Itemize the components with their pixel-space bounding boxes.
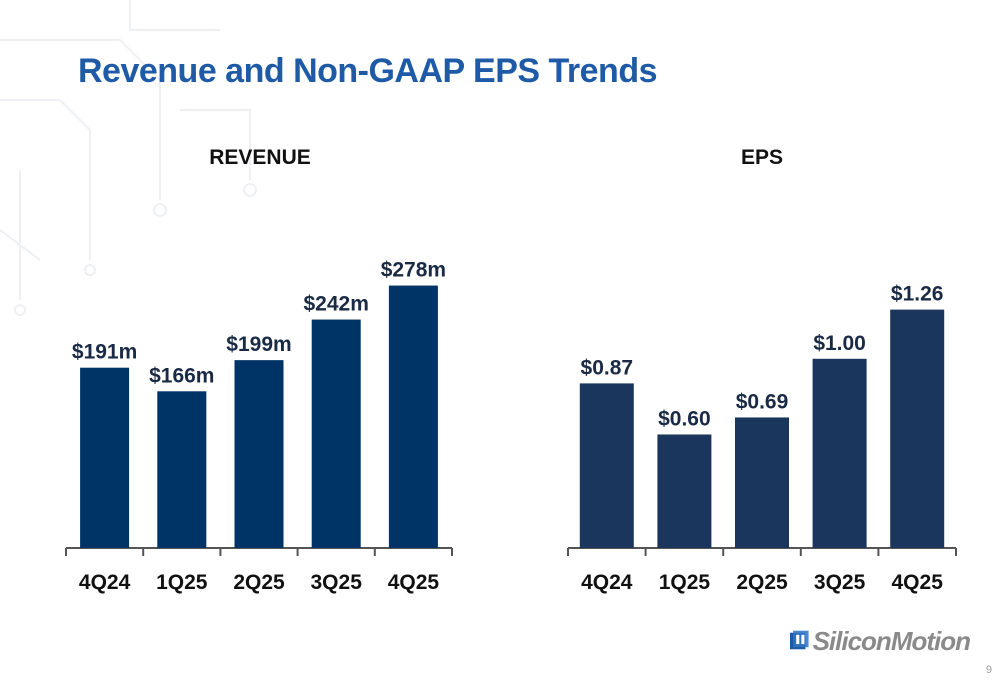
revenue-bar	[157, 391, 207, 548]
eps-tick-label: 4Q24	[581, 571, 633, 594]
eps-chart-title: EPS	[740, 146, 784, 169]
revenue-bar	[388, 285, 438, 548]
revenue-tick-label: 2Q25	[233, 571, 285, 594]
revenue-chart-title: REVENUE	[209, 146, 311, 169]
silicon-motion-logo-icon	[790, 630, 809, 650]
revenue-data-label: $166m	[149, 364, 214, 387]
eps-tick-label: 2Q25	[736, 571, 788, 594]
eps-tick-label: 3Q25	[814, 571, 866, 594]
revenue-data-label: $242m	[304, 293, 369, 316]
revenue-bar	[80, 367, 130, 548]
revenue-data-label: $191m	[72, 341, 137, 364]
eps-data-label: $1.00	[813, 332, 866, 355]
page-title: Revenue and Non-GAAP EPS Trends	[78, 52, 658, 90]
eps-bar	[579, 383, 634, 548]
eps-data-label: $0.60	[658, 407, 711, 430]
logo-wordmark: SiliconMotion	[812, 625, 971, 656]
revenue-chart: $191m 4Q24 $166m 1Q25 $199m 2Q25 $242m 3Q25 $278…	[65, 259, 453, 594]
eps-tick-label: 1Q25	[659, 571, 711, 594]
company-logo: SiliconMotion	[790, 620, 971, 662]
revenue-bar	[311, 319, 361, 548]
revenue-tick-label: 1Q25	[156, 571, 208, 594]
revenue-data-label: $199m	[226, 333, 291, 356]
eps-bar	[657, 434, 712, 548]
eps-bar	[812, 358, 867, 548]
eps-bar	[735, 417, 789, 548]
eps-chart: $0.87 4Q24 $0.60 1Q25 $0.69 2Q25 $1.00 3Q25 $1.2…	[567, 283, 957, 594]
revenue-tick-label: 4Q24	[79, 571, 131, 594]
revenue-tick-label: 4Q25	[388, 571, 440, 594]
eps-tick-label: 4Q25	[892, 571, 944, 594]
revenue-tick-label: 3Q25	[311, 571, 363, 594]
eps-data-label: $0.87	[581, 356, 634, 379]
eps-data-label: $0.69	[736, 390, 789, 413]
revenue-bar	[234, 360, 284, 548]
revenue-data-label: $278m	[381, 259, 446, 282]
eps-data-label: $1.26	[891, 283, 944, 306]
page-number: 9	[985, 664, 992, 676]
eps-bar	[890, 309, 945, 548]
